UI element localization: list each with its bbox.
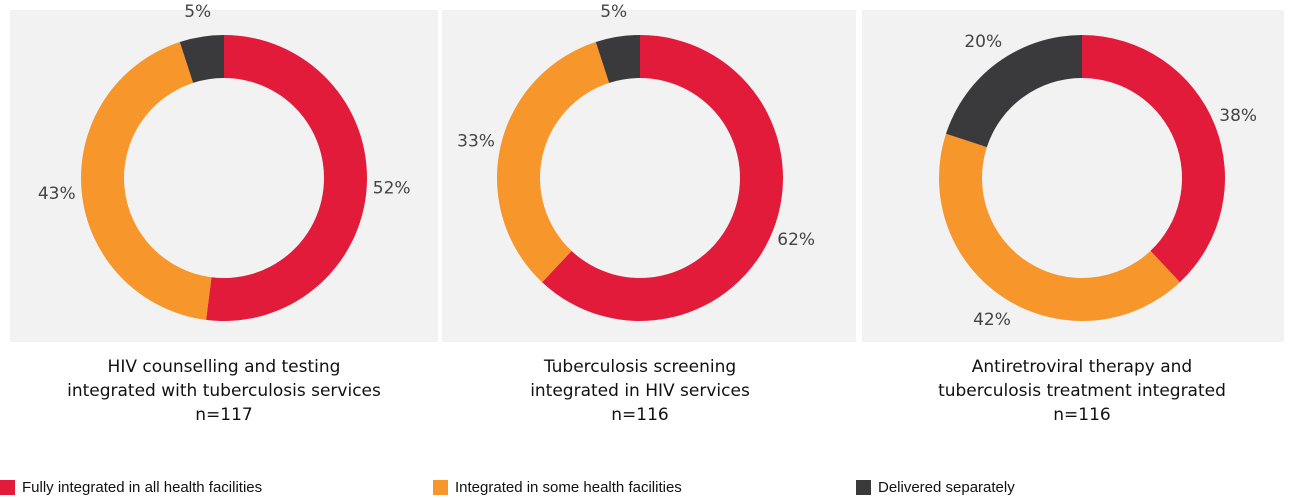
chart-subtitle: n=117 bbox=[195, 405, 252, 425]
donut-segment bbox=[1082, 35, 1225, 283]
donut-segment bbox=[179, 35, 224, 83]
chart-title: Antiretroviral therapy and bbox=[972, 357, 1192, 377]
chart-subtitle: n=116 bbox=[611, 405, 668, 425]
data-label: 33% bbox=[457, 131, 495, 151]
donut-segment bbox=[595, 35, 640, 83]
donut-segment bbox=[496, 41, 610, 283]
data-label: 42% bbox=[973, 310, 1011, 330]
chart-title: tuberculosis treatment integrated bbox=[938, 381, 1226, 401]
data-label: 43% bbox=[38, 184, 76, 204]
data-label: 20% bbox=[964, 32, 1002, 52]
chart-title: integrated in HIV services bbox=[530, 381, 750, 401]
legend-swatch bbox=[0, 480, 15, 495]
legend-label: Delivered separately bbox=[878, 479, 1015, 496]
chart-title: integrated with tuberculosis services bbox=[67, 381, 381, 401]
data-label: 62% bbox=[777, 230, 815, 250]
legend-swatch bbox=[856, 480, 871, 495]
data-label: 38% bbox=[1219, 106, 1257, 126]
chart-title: HIV counselling and testing bbox=[108, 357, 341, 377]
data-label: 5% bbox=[184, 2, 211, 22]
donut-segment bbox=[542, 35, 784, 321]
donut-segment bbox=[80, 41, 212, 320]
legend-swatch bbox=[433, 480, 448, 495]
chart-subtitle: n=116 bbox=[1053, 405, 1110, 425]
donut-segment bbox=[206, 35, 367, 321]
donut-segment bbox=[945, 35, 1082, 148]
chart-title: Tuberculosis screening bbox=[543, 357, 736, 377]
donut-segment bbox=[939, 133, 1180, 321]
legend-label: Integrated in some health facilities bbox=[455, 479, 682, 496]
data-label: 5% bbox=[600, 2, 627, 22]
data-label: 52% bbox=[373, 179, 411, 199]
legend-label: Fully integrated in all health facilitie… bbox=[22, 479, 262, 496]
